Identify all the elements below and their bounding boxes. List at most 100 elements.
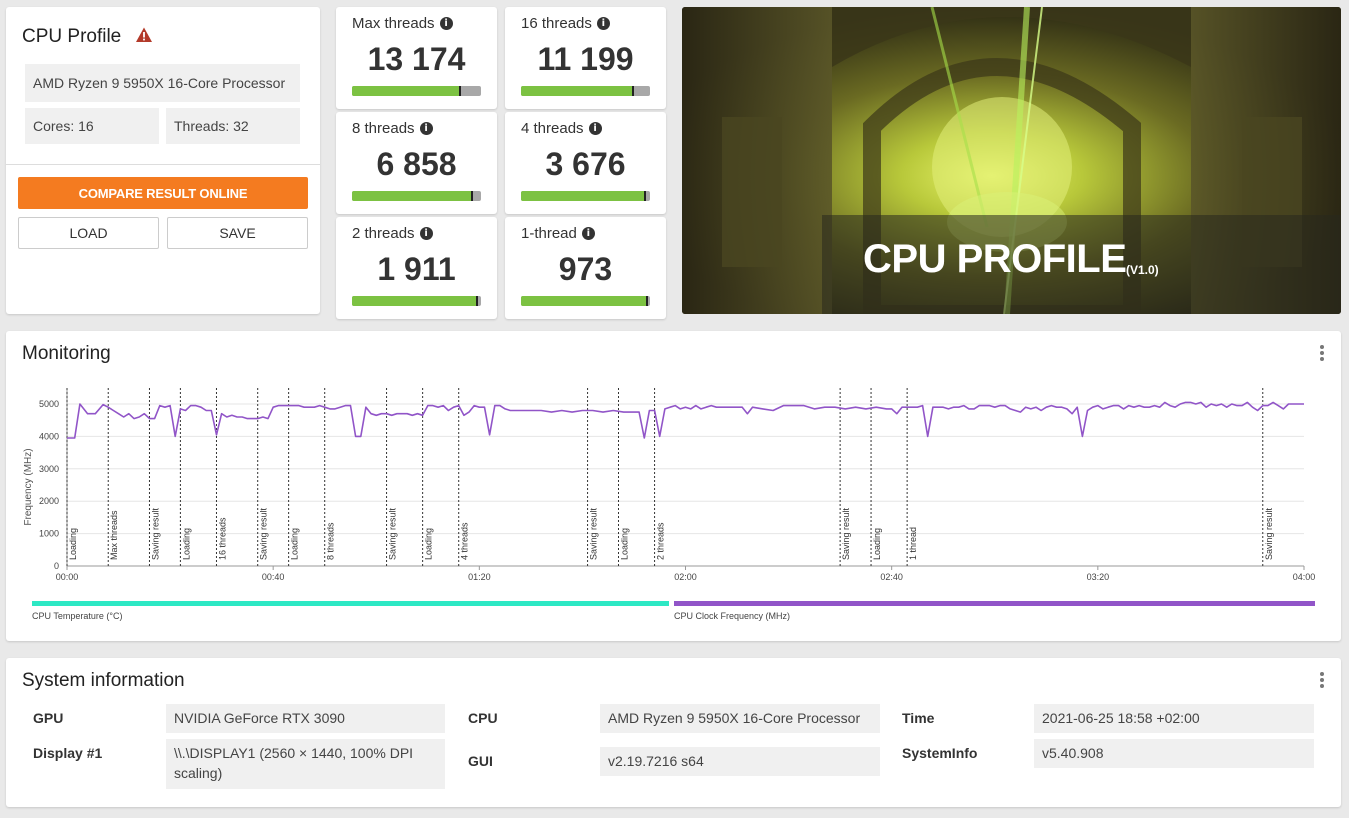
phase-marker-label: Saving result	[841, 507, 851, 560]
score-value: 3 676	[545, 146, 626, 182]
info-icon[interactable]: i	[581, 227, 595, 240]
kebab-menu-icon[interactable]	[1320, 345, 1324, 361]
legend-frequency-label: CPU Clock Frequency (MHz)	[674, 611, 791, 621]
score-bar-fill	[352, 86, 461, 96]
score-label-text: Max threads	[352, 15, 435, 32]
x-tick-label: 02:40	[880, 572, 903, 582]
score-value: 13 174	[367, 41, 466, 77]
score-label: 1-thread i	[521, 225, 595, 242]
y-tick-label: 5000	[39, 399, 59, 409]
phase-marker-label: Loading	[619, 528, 629, 560]
frequency-chart: 0 1000 2000 3000 4000 5000 00:00 00:40 01:20 02:0…	[23, 388, 1315, 582]
info-icon[interactable]: i	[419, 227, 433, 240]
cpu-profile-banner: CPU PROFILE (V1.0)	[682, 7, 1341, 314]
phase-marker-label: Saving result	[388, 507, 398, 560]
kebab-menu-icon[interactable]	[1320, 672, 1324, 688]
monitoring-panel: Monitoring 0 1000 2000 3000 4000 5000 00:00 00:…	[6, 331, 1341, 641]
systeminfo-label: SystemInfo	[902, 745, 978, 761]
phase-marker-label: Saving result	[259, 507, 269, 560]
score-bar-marker	[470, 191, 473, 201]
info-icon[interactable]: i	[439, 17, 453, 30]
gpu-value: NVIDIA GeForce RTX 3090	[166, 704, 445, 733]
y-tick-label: 0	[54, 561, 59, 571]
system-information-panel: System information GPU NVIDIA GeForce RT…	[6, 658, 1341, 807]
y-tick-label: 2000	[39, 496, 59, 506]
time-value: 2021-06-25 18:58 +02:00	[1034, 704, 1314, 733]
info-icon[interactable]: i	[596, 17, 610, 30]
score-tile: 2 threads i 1 911	[336, 217, 497, 319]
score-value: 11 199	[537, 41, 634, 77]
cores-field: Cores: 16	[25, 108, 159, 144]
legend-temperature-label: CPU Temperature (°C)	[32, 611, 123, 621]
y-axis-label: Frequency (MHz)	[23, 448, 34, 525]
phase-marker-label: 1 thread	[908, 527, 918, 560]
score-tile: 1-thread i 973	[505, 217, 666, 319]
x-tick-label: 00:40	[262, 572, 285, 582]
gui-value: v2.19.7216 s64	[600, 747, 880, 776]
score-tile: 8 threads i 6 858	[336, 112, 497, 214]
score-bar-fill	[521, 86, 634, 96]
score-value: 6 858	[376, 146, 457, 182]
x-tick-label: 00:00	[56, 572, 79, 582]
phase-marker-label: Max threads	[109, 510, 119, 560]
processor-field: AMD Ryzen 9 5950X 16-Core Processor	[25, 64, 300, 102]
series-line	[67, 401, 1304, 439]
gpu-label: GPU	[33, 710, 64, 726]
info-icon[interactable]: i	[588, 122, 602, 135]
legend-temperature-bar[interactable]	[32, 601, 669, 606]
score-bar-fill	[352, 296, 478, 306]
phase-marker-label: Loading	[424, 528, 434, 560]
legend-frequency-bar[interactable]	[674, 601, 1315, 606]
save-button[interactable]: SAVE	[167, 217, 308, 249]
score-tile: 4 threads i 3 676	[505, 112, 666, 214]
score-bar	[352, 191, 481, 201]
score-label: Max threads i	[352, 15, 453, 32]
x-tick-label: 03:20	[1087, 572, 1110, 582]
score-label-text: 1-thread	[521, 225, 577, 242]
divider	[6, 164, 320, 165]
score-bar-marker	[476, 296, 479, 306]
phase-marker-label: 4 threads	[460, 522, 470, 560]
phase-marker-label: 8 threads	[326, 522, 336, 560]
system-information-title: System information	[22, 670, 185, 691]
phase-marker-label: Loading	[68, 528, 78, 560]
banner-title: CPU PROFILE	[863, 237, 1127, 281]
display-value: \\.\DISPLAY1 (2560 × 1440, 100% DPI scal…	[166, 739, 445, 789]
compare-result-online-button[interactable]: COMPARE RESULT ONLINE	[18, 177, 308, 209]
score-bar-fill	[352, 191, 472, 201]
cpu-profile-panel: CPU Profile AMD Ryzen 9 5950X 16-Core Pr…	[6, 7, 320, 314]
score-bar	[352, 296, 481, 306]
score-label: 16 threads i	[521, 15, 610, 32]
y-tick-label: 1000	[39, 529, 59, 539]
cpu-label: CPU	[468, 710, 498, 726]
time-label: Time	[902, 710, 935, 726]
warning-triangle-icon[interactable]	[135, 26, 153, 44]
cpu-value: AMD Ryzen 9 5950X 16-Core Processor	[600, 704, 880, 733]
score-label: 8 threads i	[352, 120, 433, 137]
y-tick-label: 3000	[39, 464, 59, 474]
profile-title: CPU Profile	[22, 26, 122, 47]
gui-label: GUI	[468, 753, 493, 769]
score-label-text: 4 threads	[521, 120, 584, 137]
info-icon[interactable]: i	[419, 122, 433, 135]
score-label-text: 8 threads	[352, 120, 415, 137]
score-label-text: 16 threads	[521, 15, 592, 32]
score-bar-marker	[646, 296, 649, 306]
display-label: Display #1	[33, 745, 103, 761]
phase-marker-label: Loading	[872, 528, 882, 560]
threads-field: Threads: 32	[166, 108, 300, 144]
phase-marker-label: Saving result	[589, 507, 599, 560]
score-bar	[521, 191, 650, 201]
score-value: 973	[558, 251, 613, 287]
phase-marker-label: Loading	[290, 528, 300, 560]
score-bar-marker	[643, 191, 646, 201]
score-tile: 16 threads i 11 199	[505, 7, 666, 109]
score-bar	[521, 296, 650, 306]
banner-version: (V1.0)	[1126, 263, 1159, 277]
score-bar	[352, 86, 481, 96]
score-label: 2 threads i	[352, 225, 433, 242]
x-tick-label: 02:00	[674, 572, 697, 582]
load-button[interactable]: LOAD	[18, 217, 159, 249]
score-label-text: 2 threads	[352, 225, 415, 242]
monitoring-title: Monitoring	[22, 343, 111, 364]
